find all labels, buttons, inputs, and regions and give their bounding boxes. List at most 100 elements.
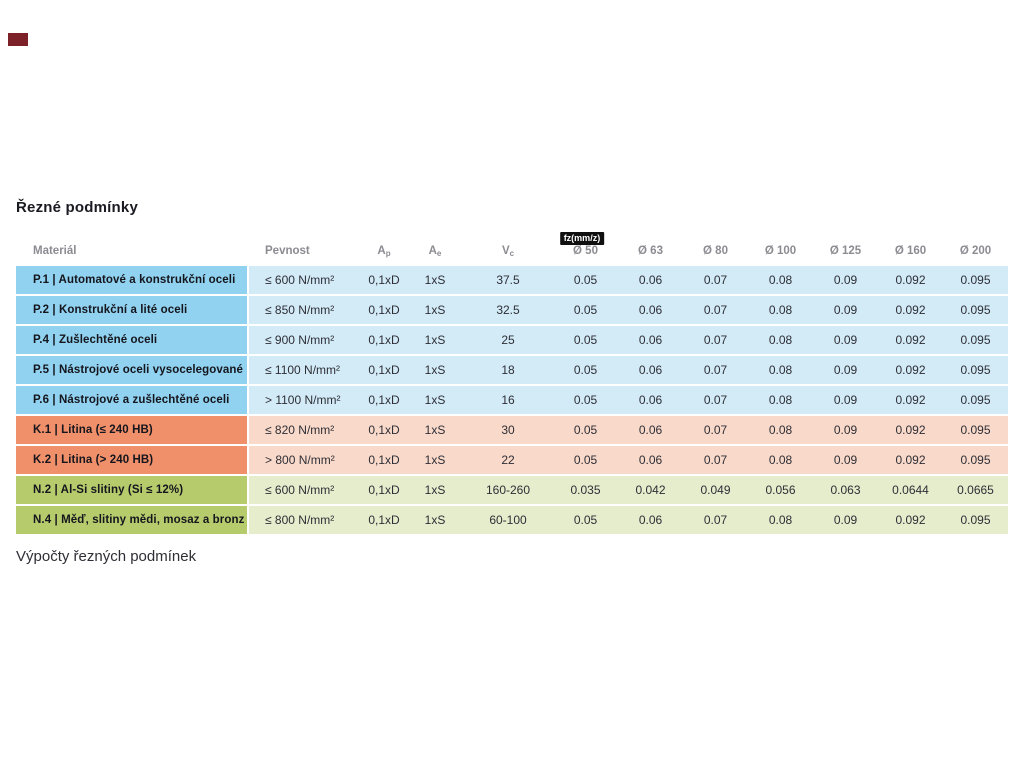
pevnost-cell: ≤ 820 N/mm² xyxy=(249,416,361,444)
column-header-material: Materiál xyxy=(33,245,77,257)
ap-cell: 0,1xD xyxy=(361,416,407,444)
fz-value-cell: 0.095 xyxy=(943,266,1008,294)
fz-value-cell: 0.05 xyxy=(553,326,618,354)
pevnost-cell: > 1100 N/mm² xyxy=(249,386,361,414)
table-row[interactable]: P.6 | Nástrojové a zušlechtěné oceli > 11… xyxy=(16,386,1008,414)
vc-cell: 60-100 xyxy=(463,506,553,534)
pevnost-cell: ≤ 600 N/mm² xyxy=(249,266,361,294)
fz-value-cell: 0.09 xyxy=(813,296,878,324)
ae-cell: 1xS xyxy=(407,296,463,324)
vc-sub: c xyxy=(509,249,515,258)
table-rows: P.1 | Automatové a konstrukční oceli ≤ 60… xyxy=(16,266,1008,534)
pevnost-cell: ≤ 600 N/mm² xyxy=(249,476,361,504)
diameter-label: Ø 63 xyxy=(638,245,663,257)
fz-value-cell: 0.09 xyxy=(813,356,878,384)
fz-value-cell: 0.092 xyxy=(878,296,943,324)
vc-cell: 22 xyxy=(463,446,553,474)
ap-cell: 0,1xD xyxy=(361,356,407,384)
column-header-pevnost: Pevnost xyxy=(265,245,310,257)
fz-value-cell: 0.05 xyxy=(553,386,618,414)
fz-value-cell: 0.092 xyxy=(878,326,943,354)
ap-cell: 0,1xD xyxy=(361,266,407,294)
diameter-label: Ø 200 xyxy=(959,245,992,257)
vc-cell: 30 xyxy=(463,416,553,444)
fz-value-cell: 0.09 xyxy=(813,266,878,294)
ap-cell: 0,1xD xyxy=(361,446,407,474)
fz-value-cell: 0.09 xyxy=(813,326,878,354)
fz-value-cell: 0.08 xyxy=(748,386,813,414)
fz-value-cell: 0.095 xyxy=(943,296,1008,324)
ae-cell: 1xS xyxy=(407,266,463,294)
fz-value-cell: 0.08 xyxy=(748,506,813,534)
diameter-label: Ø 80 xyxy=(703,245,728,257)
table-row[interactable]: P.5 | Nástrojové oceli vysocelegované ≤ 1… xyxy=(16,356,1008,384)
column-header-diameter: Ø 160 xyxy=(878,245,943,266)
fz-value-cell: 0.07 xyxy=(683,446,748,474)
fz-value-cell: 0.08 xyxy=(748,416,813,444)
ae-cell: 1xS xyxy=(407,416,463,444)
fz-value-cell: 0.06 xyxy=(618,326,683,354)
pevnost-cell: > 800 N/mm² xyxy=(249,446,361,474)
fz-value-cell: 0.063 xyxy=(813,476,878,504)
fz-value-cell: 0.09 xyxy=(813,386,878,414)
pevnost-cell: ≤ 1100 N/mm² xyxy=(249,356,361,384)
column-header-diameter: Ø 100 xyxy=(748,245,813,266)
table-row[interactable]: P.4 | Zušlechtěné oceli ≤ 900 N/mm² 0,1xD 1… xyxy=(16,326,1008,354)
column-header-diameter: Ø 125 xyxy=(813,245,878,266)
fz-value-cell: 0.049 xyxy=(683,476,748,504)
table-row[interactable]: N.2 | Al-Si slitiny (Si ≤ 12%) ≤ 600 N/mm… xyxy=(16,476,1008,504)
fz-value-cell: 0.05 xyxy=(553,296,618,324)
material-cell: P.1 | Automatové a konstrukční oceli xyxy=(16,266,249,294)
ae-cell: 1xS xyxy=(407,446,463,474)
ae-cell: 1xS xyxy=(407,386,463,414)
fz-value-cell: 0.092 xyxy=(878,416,943,444)
fz-value-cell: 0.07 xyxy=(683,326,748,354)
annotation-marker xyxy=(8,33,28,46)
ae-cell: 1xS xyxy=(407,476,463,504)
fz-value-cell: 0.0644 xyxy=(878,476,943,504)
material-cell: P.4 | Zušlechtěné oceli xyxy=(16,326,249,354)
table-row[interactable]: P.2 | Konstrukční a lité oceli ≤ 850 N/mm… xyxy=(16,296,1008,324)
fz-value-cell: 0.08 xyxy=(748,296,813,324)
vc-cell: 32.5 xyxy=(463,296,553,324)
fz-value-cell: 0.092 xyxy=(878,386,943,414)
fz-value-cell: 0.07 xyxy=(683,506,748,534)
table-row[interactable]: P.1 | Automatové a konstrukční oceli ≤ 60… xyxy=(16,266,1008,294)
material-cell: N.4 | Měď, slitiny mědi, mosaz a bronz xyxy=(16,506,249,534)
ae-sub: e xyxy=(436,249,442,258)
fz-value-cell: 0.06 xyxy=(618,506,683,534)
fz-value-cell: 0.07 xyxy=(683,356,748,384)
material-cell: K.2 | Litina (> 240 HB) xyxy=(16,446,249,474)
fz-value-cell: 0.042 xyxy=(618,476,683,504)
ap-cell: 0,1xD xyxy=(361,296,407,324)
vc-cell: 25 xyxy=(463,326,553,354)
fz-value-cell: 0.035 xyxy=(553,476,618,504)
fz-value-cell: 0.07 xyxy=(683,386,748,414)
page-title: Řezné podmínky xyxy=(16,199,138,216)
fz-value-cell: 0.095 xyxy=(943,506,1008,534)
fz-value-cell: 0.095 xyxy=(943,356,1008,384)
material-cell: P.6 | Nástrojové a zušlechtěné oceli xyxy=(16,386,249,414)
fz-value-cell: 0.092 xyxy=(878,506,943,534)
column-header-diameter: Ø 200 xyxy=(943,245,1008,266)
table-row[interactable]: K.2 | Litina (> 240 HB) > 800 N/mm² 0,1xD 1… xyxy=(16,446,1008,474)
fz-value-cell: 0.06 xyxy=(618,266,683,294)
fz-value-cell: 0.09 xyxy=(813,416,878,444)
fz-value-cell: 0.08 xyxy=(748,446,813,474)
table-row[interactable]: N.4 | Měď, slitiny mědi, mosaz a bronz ≤ … xyxy=(16,506,1008,534)
ae-cell: 1xS xyxy=(407,506,463,534)
diameter-label: Ø 160 xyxy=(894,245,927,257)
fz-value-cell: 0.08 xyxy=(748,266,813,294)
diameter-label: Ø 125 xyxy=(829,245,862,257)
fz-value-cell: 0.06 xyxy=(618,386,683,414)
table-row[interactable]: K.1 | Litina (≤ 240 HB) ≤ 820 N/mm² 0,1xD 1… xyxy=(16,416,1008,444)
fz-value-cell: 0.095 xyxy=(943,446,1008,474)
fz-value-cell: 0.092 xyxy=(878,356,943,384)
fz-value-cell: 0.09 xyxy=(813,506,878,534)
column-header-diameter: Ø 80 xyxy=(683,245,748,266)
